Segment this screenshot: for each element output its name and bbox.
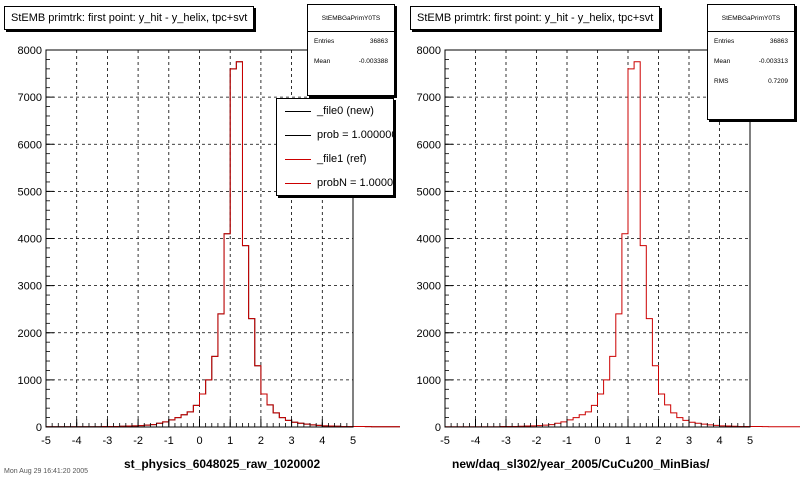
- legend-swatch-file1: [285, 159, 311, 160]
- x-tick-label: 4: [319, 435, 325, 447]
- right-stats-entries-value: 36863: [769, 38, 788, 45]
- x-tick-label: -3: [501, 435, 511, 447]
- y-tick-label: 2000: [417, 328, 441, 340]
- left-stats-entries-label: Entries: [314, 38, 335, 45]
- histogram-series-1: [45, 61, 400, 428]
- legend-swatch-prob: [285, 135, 311, 136]
- y-tick-label: 2000: [18, 328, 42, 340]
- left-stats-entries-value: 36863: [369, 38, 388, 45]
- y-tick-label: 1000: [18, 375, 42, 387]
- y-tick-label: 7000: [417, 92, 441, 104]
- x-tick-label: -2: [133, 435, 143, 447]
- x-tick-label: 4: [716, 435, 722, 447]
- y-tick-label: 0: [435, 422, 441, 434]
- x-tick-label: 3: [289, 435, 295, 447]
- left-stats-row-mean: Mean -0.003388: [308, 52, 394, 72]
- right-histogram-panel: -5 -4 -3 -2 -1 0 1 2 3 4 5 0 1000 2000 3000 4000 5000 600…: [400, 0, 800, 480]
- x-tick-label: -4: [72, 435, 82, 447]
- right-stats-mean-value: -0.003313: [758, 58, 788, 65]
- left-histogram-plot: -5 -4 -3 -2 -1 0 1 2 3 4 5 0 1000 2000 3000 4000 5000 600…: [18, 45, 400, 447]
- x-tick-label: 1: [625, 435, 631, 447]
- y-tick-label: 4000: [18, 234, 42, 246]
- right-stats-rms-label: RMS: [714, 78, 729, 85]
- y-tick-label: 1000: [417, 375, 441, 387]
- x-tick-label: -1: [562, 435, 572, 447]
- left-stats-row-entries: Entries 36863: [308, 32, 394, 52]
- left-stats-mean-value: -0.003388: [358, 58, 388, 65]
- timestamp-footer: Mon Aug 29 16:41:20 2005: [4, 468, 89, 475]
- left-plot-title: StEMB primtrk: first point: y_hit - y_he…: [4, 6, 255, 30]
- x-tick-label: 2: [258, 435, 264, 447]
- y-tick-label: 8000: [18, 45, 42, 57]
- right-stats-row-mean: Mean -0.003313: [708, 52, 794, 72]
- legend-swatch-file0: [285, 111, 311, 112]
- x-tick-label: 0: [594, 435, 600, 447]
- legend-label-probn: probN = 1.000000: [317, 177, 394, 189]
- right-stats-box: StEMBGaPrimY0TS Entries 36863 Mean -0.00…: [707, 4, 795, 120]
- y-tick-label: 5000: [417, 186, 441, 198]
- x-tick-label: 5: [747, 435, 753, 447]
- x-tick-label: -5: [41, 435, 51, 447]
- left-x-axis-title: st_physics_6048025_raw_1020002: [124, 457, 321, 471]
- x-tick-label: 1: [227, 435, 233, 447]
- right-stats-name: StEMBGaPrimY0TS: [708, 5, 794, 32]
- x-tick-label: 3: [686, 435, 692, 447]
- x-tick-label: -1: [164, 435, 174, 447]
- y-tick-label: 3000: [18, 281, 42, 293]
- legend-entry-prob: prob = 1.000000: [277, 123, 393, 147]
- x-tick-label: 5: [350, 435, 356, 447]
- y-tick-label: 3000: [417, 281, 441, 293]
- y-tick-label: 7000: [18, 92, 42, 104]
- right-stats-entries-label: Entries: [714, 38, 735, 45]
- right-stats-mean-label: Mean: [714, 58, 731, 65]
- right-stats-rms-value: 0.7209: [768, 78, 788, 85]
- legend-label-file1: _file1 (ref): [317, 153, 367, 165]
- left-legend: _file0 (new) prob = 1.000000 _file1 (ref…: [276, 98, 394, 196]
- y-tick-label: 5000: [18, 186, 42, 198]
- left-stats-name: StEMBGaPrimY0TS: [308, 5, 394, 32]
- legend-swatch-probn: [285, 183, 311, 184]
- right-histogram-plot: -5 -4 -3 -2 -1 0 1 2 3 4 5 0 1000 2000 3000 4000 5000 600…: [417, 45, 800, 447]
- x-tick-label: -2: [532, 435, 542, 447]
- legend-entry-file1: _file1 (ref): [277, 147, 393, 171]
- legend-label-prob: prob = 1.000000: [317, 129, 394, 141]
- x-tick-label: -5: [440, 435, 450, 447]
- left-histogram-panel: -5 -4 -3 -2 -1 0 1 2 3 4 5 0 1000 2000 3000 4000 5000 600…: [4, 4, 400, 471]
- y-tick-label: 4000: [417, 234, 441, 246]
- histogram-series-0: [444, 61, 800, 428]
- left-stats-mean-label: Mean: [314, 58, 331, 65]
- left-stats-box: StEMBGaPrimY0TS Entries 36863 Mean -0.00…: [307, 4, 395, 96]
- y-tick-label: 6000: [417, 139, 441, 151]
- y-tick-label: 0: [36, 422, 42, 434]
- right-x-axis-title: new/daq_sl302/year_2005/CuCu200_MinBias/: [452, 457, 710, 471]
- legend-entry-probn: probN = 1.000000: [277, 171, 393, 195]
- right-stats-row-rms: RMS 0.7209: [708, 72, 794, 92]
- x-tick-label: 2: [655, 435, 661, 447]
- x-tick-label: 0: [196, 435, 202, 447]
- legend-entry-file0: _file0 (new): [277, 99, 393, 123]
- x-tick-label: -4: [471, 435, 481, 447]
- y-tick-label: 6000: [18, 139, 42, 151]
- legend-label-file0: _file0 (new): [317, 105, 374, 117]
- y-tick-label: 8000: [417, 45, 441, 57]
- right-plot-title: StEMB primtrk: first point: y_hit - y_he…: [410, 6, 661, 30]
- right-stats-row-entries: Entries 36863: [708, 32, 794, 52]
- x-tick-label: -3: [103, 435, 113, 447]
